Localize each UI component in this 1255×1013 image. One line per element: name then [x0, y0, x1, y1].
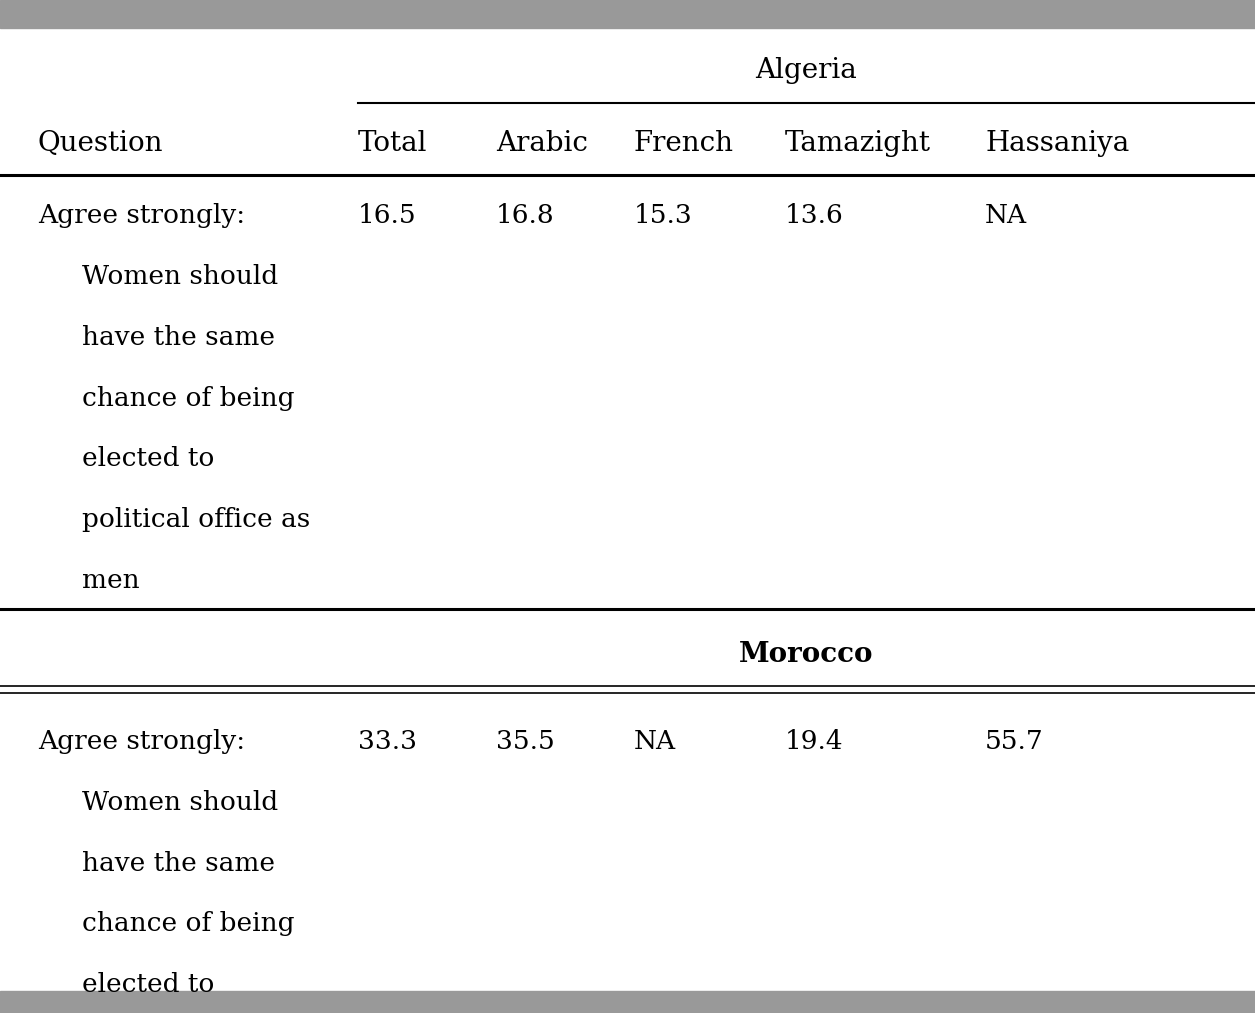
- Text: 16.5: 16.5: [358, 204, 417, 228]
- Text: have the same: have the same: [82, 851, 275, 875]
- Text: Question: Question: [38, 131, 163, 157]
- Text: Women should: Women should: [82, 790, 277, 814]
- Text: Morocco: Morocco: [739, 641, 873, 668]
- Text: elected to: elected to: [82, 447, 213, 471]
- Text: men: men: [82, 568, 139, 593]
- Text: Hassaniya: Hassaniya: [985, 131, 1130, 157]
- Text: NA: NA: [985, 204, 1028, 228]
- Text: 15.3: 15.3: [634, 204, 693, 228]
- Text: Algeria: Algeria: [756, 58, 857, 84]
- Text: 35.5: 35.5: [496, 729, 555, 754]
- Text: Total: Total: [358, 131, 427, 157]
- Bar: [0, 0, 1255, 28]
- Text: Women should: Women should: [82, 264, 277, 289]
- Bar: [0, 991, 1255, 1013]
- Text: have the same: have the same: [82, 325, 275, 349]
- Text: NA: NA: [634, 729, 676, 754]
- Text: political office as: political office as: [82, 508, 310, 532]
- Text: elected to: elected to: [82, 972, 213, 997]
- Text: chance of being: chance of being: [82, 386, 294, 410]
- Text: Tamazight: Tamazight: [784, 131, 930, 157]
- Text: Arabic: Arabic: [496, 131, 587, 157]
- Text: 16.8: 16.8: [496, 204, 555, 228]
- Text: Agree strongly:: Agree strongly:: [38, 204, 245, 228]
- Text: chance of being: chance of being: [82, 912, 294, 936]
- Text: 19.4: 19.4: [784, 729, 843, 754]
- Text: French: French: [634, 131, 734, 157]
- Text: 55.7: 55.7: [985, 729, 1044, 754]
- Text: Agree strongly:: Agree strongly:: [38, 729, 245, 754]
- Text: 33.3: 33.3: [358, 729, 417, 754]
- Text: 13.6: 13.6: [784, 204, 843, 228]
